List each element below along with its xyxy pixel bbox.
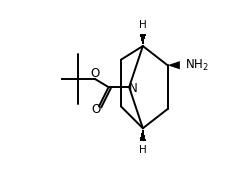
Text: NH$_2$: NH$_2$ <box>185 58 209 73</box>
Text: O: O <box>91 103 100 116</box>
Text: O: O <box>90 67 100 80</box>
Polygon shape <box>168 61 180 69</box>
Text: H: H <box>139 20 147 30</box>
Text: N: N <box>129 82 138 95</box>
Text: H: H <box>139 145 147 155</box>
